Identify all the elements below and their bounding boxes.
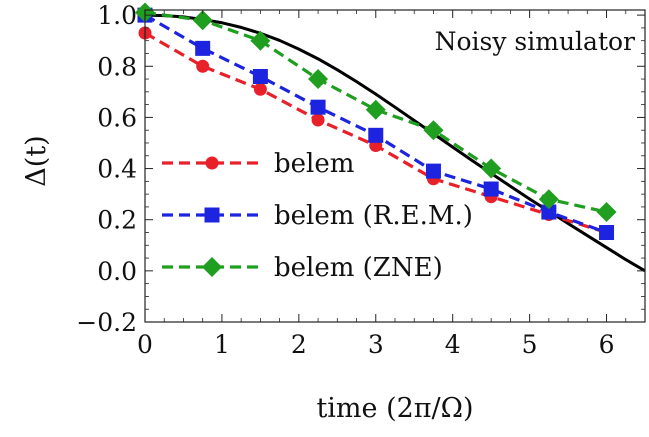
x-tick-label: 6 [599,330,615,359]
data-point-square [204,207,220,223]
y-tick-label: −0.2 [76,308,137,337]
data-point-diamond [596,202,617,223]
data-point-diamond [538,189,559,210]
x-tick-label: 2 [291,330,307,359]
data-point-diamond [202,257,222,277]
data-point-square [368,127,384,143]
legend: belem belem (R.E.M.) belem (ZNE) [162,149,473,283]
x-tick-label: 3 [368,330,384,359]
series-line-3 [145,10,607,214]
data-point-square [310,99,326,115]
legend-label: belem (R.E.M.) [274,201,473,231]
y-tick-label: 0.2 [97,206,137,235]
legend-entry: belem [162,149,354,179]
x-tick-label: 1 [214,330,230,359]
data-point-square [425,163,441,179]
y-axis-label: Δ(t) [21,135,52,186]
data-point-diamond [423,120,444,141]
legend-label: belem (ZNE) [274,253,443,283]
data-point-square [483,181,499,197]
y-tick-label: 0.8 [97,52,137,81]
data-point-square [541,204,557,220]
data-point-diamond [250,30,271,51]
data-point-circle [205,156,219,170]
data-point-square [599,224,615,240]
legend-label: belem [274,149,354,179]
series-points-2 [137,7,615,240]
data-point-square [195,40,211,56]
data-point-circle [253,82,267,96]
data-point-circle [311,113,325,127]
y-tick-label: 1.0 [97,1,137,30]
annotation-label: Noisy simulator [435,27,635,56]
series-markers [135,2,617,240]
data-point-diamond [365,99,386,120]
data-point-square [252,68,268,84]
x-axis-label: time (2π/Ω) [316,393,473,424]
legend-entry: belem (ZNE) [162,253,443,283]
axis-ticks [144,10,646,323]
y-tick-label: 0.4 [97,155,137,184]
theory-curve-line [145,13,645,273]
data-point-circle [196,59,210,73]
data-point-diamond [481,158,502,179]
y-tick-label: 0.6 [97,103,137,132]
x-tick-label: 0 [137,330,153,359]
y-tick-label: 0.0 [97,257,137,286]
data-point-diamond [308,69,329,90]
legend-entry: belem (R.E.M.) [162,201,473,231]
x-tick-label: 4 [445,330,461,359]
tick-labels: 0 1 2 3 4 5 6 −0.2 0.0 0.2 0.4 0.6 0.8 1.0 [76,1,614,359]
x-tick-label: 5 [522,330,538,359]
data-point-diamond [192,10,213,31]
